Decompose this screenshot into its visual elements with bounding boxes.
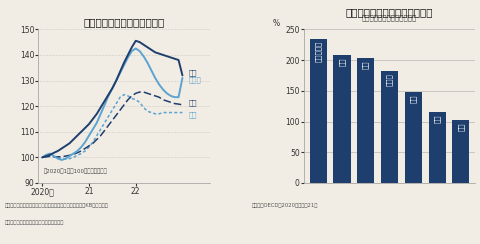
Text: カナダ: カナダ: [188, 76, 201, 82]
Text: %: %: [273, 19, 280, 28]
Text: 豪コアロジック。豪・カナダは主要都市: 豪コアロジック。豪・カナダは主要都市: [5, 220, 64, 224]
Text: （出所）OECD、2020年または21年: （出所）OECD、2020年または21年: [252, 203, 318, 207]
Text: 豪州: 豪州: [362, 60, 369, 69]
Bar: [429, 112, 446, 183]
Text: 米国: 米国: [457, 123, 464, 131]
Text: （可処分所得に対する割合）: （可処分所得に対する割合）: [362, 14, 417, 21]
Bar: [334, 55, 350, 183]
Text: （出所）米連邦住宅金融庁、カナダ・テラネット、韓国・KB国民銀行、: （出所）米連邦住宅金融庁、カナダ・テラネット、韓国・KB国民銀行、: [5, 203, 108, 207]
Title: 北欧や韓国は家計債務が大きい: 北欧や韓国は家計債務が大きい: [346, 7, 433, 17]
Text: 日本: 日本: [434, 115, 441, 123]
Bar: [310, 39, 327, 183]
Bar: [405, 92, 422, 183]
Text: 豪州: 豪州: [188, 112, 197, 118]
Title: 世界で住宅価格の調整が進む: 世界で住宅価格の調整が進む: [84, 17, 165, 27]
Text: 米国: 米国: [188, 70, 197, 76]
Text: ノルウェー: ノルウェー: [315, 41, 322, 62]
Text: （2020年1月＝100として指数化）: （2020年1月＝100として指数化）: [44, 168, 108, 174]
Bar: [381, 71, 398, 183]
Text: カナダ: カナダ: [386, 73, 393, 86]
Text: 英国: 英国: [410, 94, 417, 103]
Bar: [452, 120, 469, 183]
Text: 韓国: 韓国: [339, 58, 345, 66]
Text: 韓国: 韓国: [188, 99, 197, 106]
Bar: [357, 58, 374, 183]
